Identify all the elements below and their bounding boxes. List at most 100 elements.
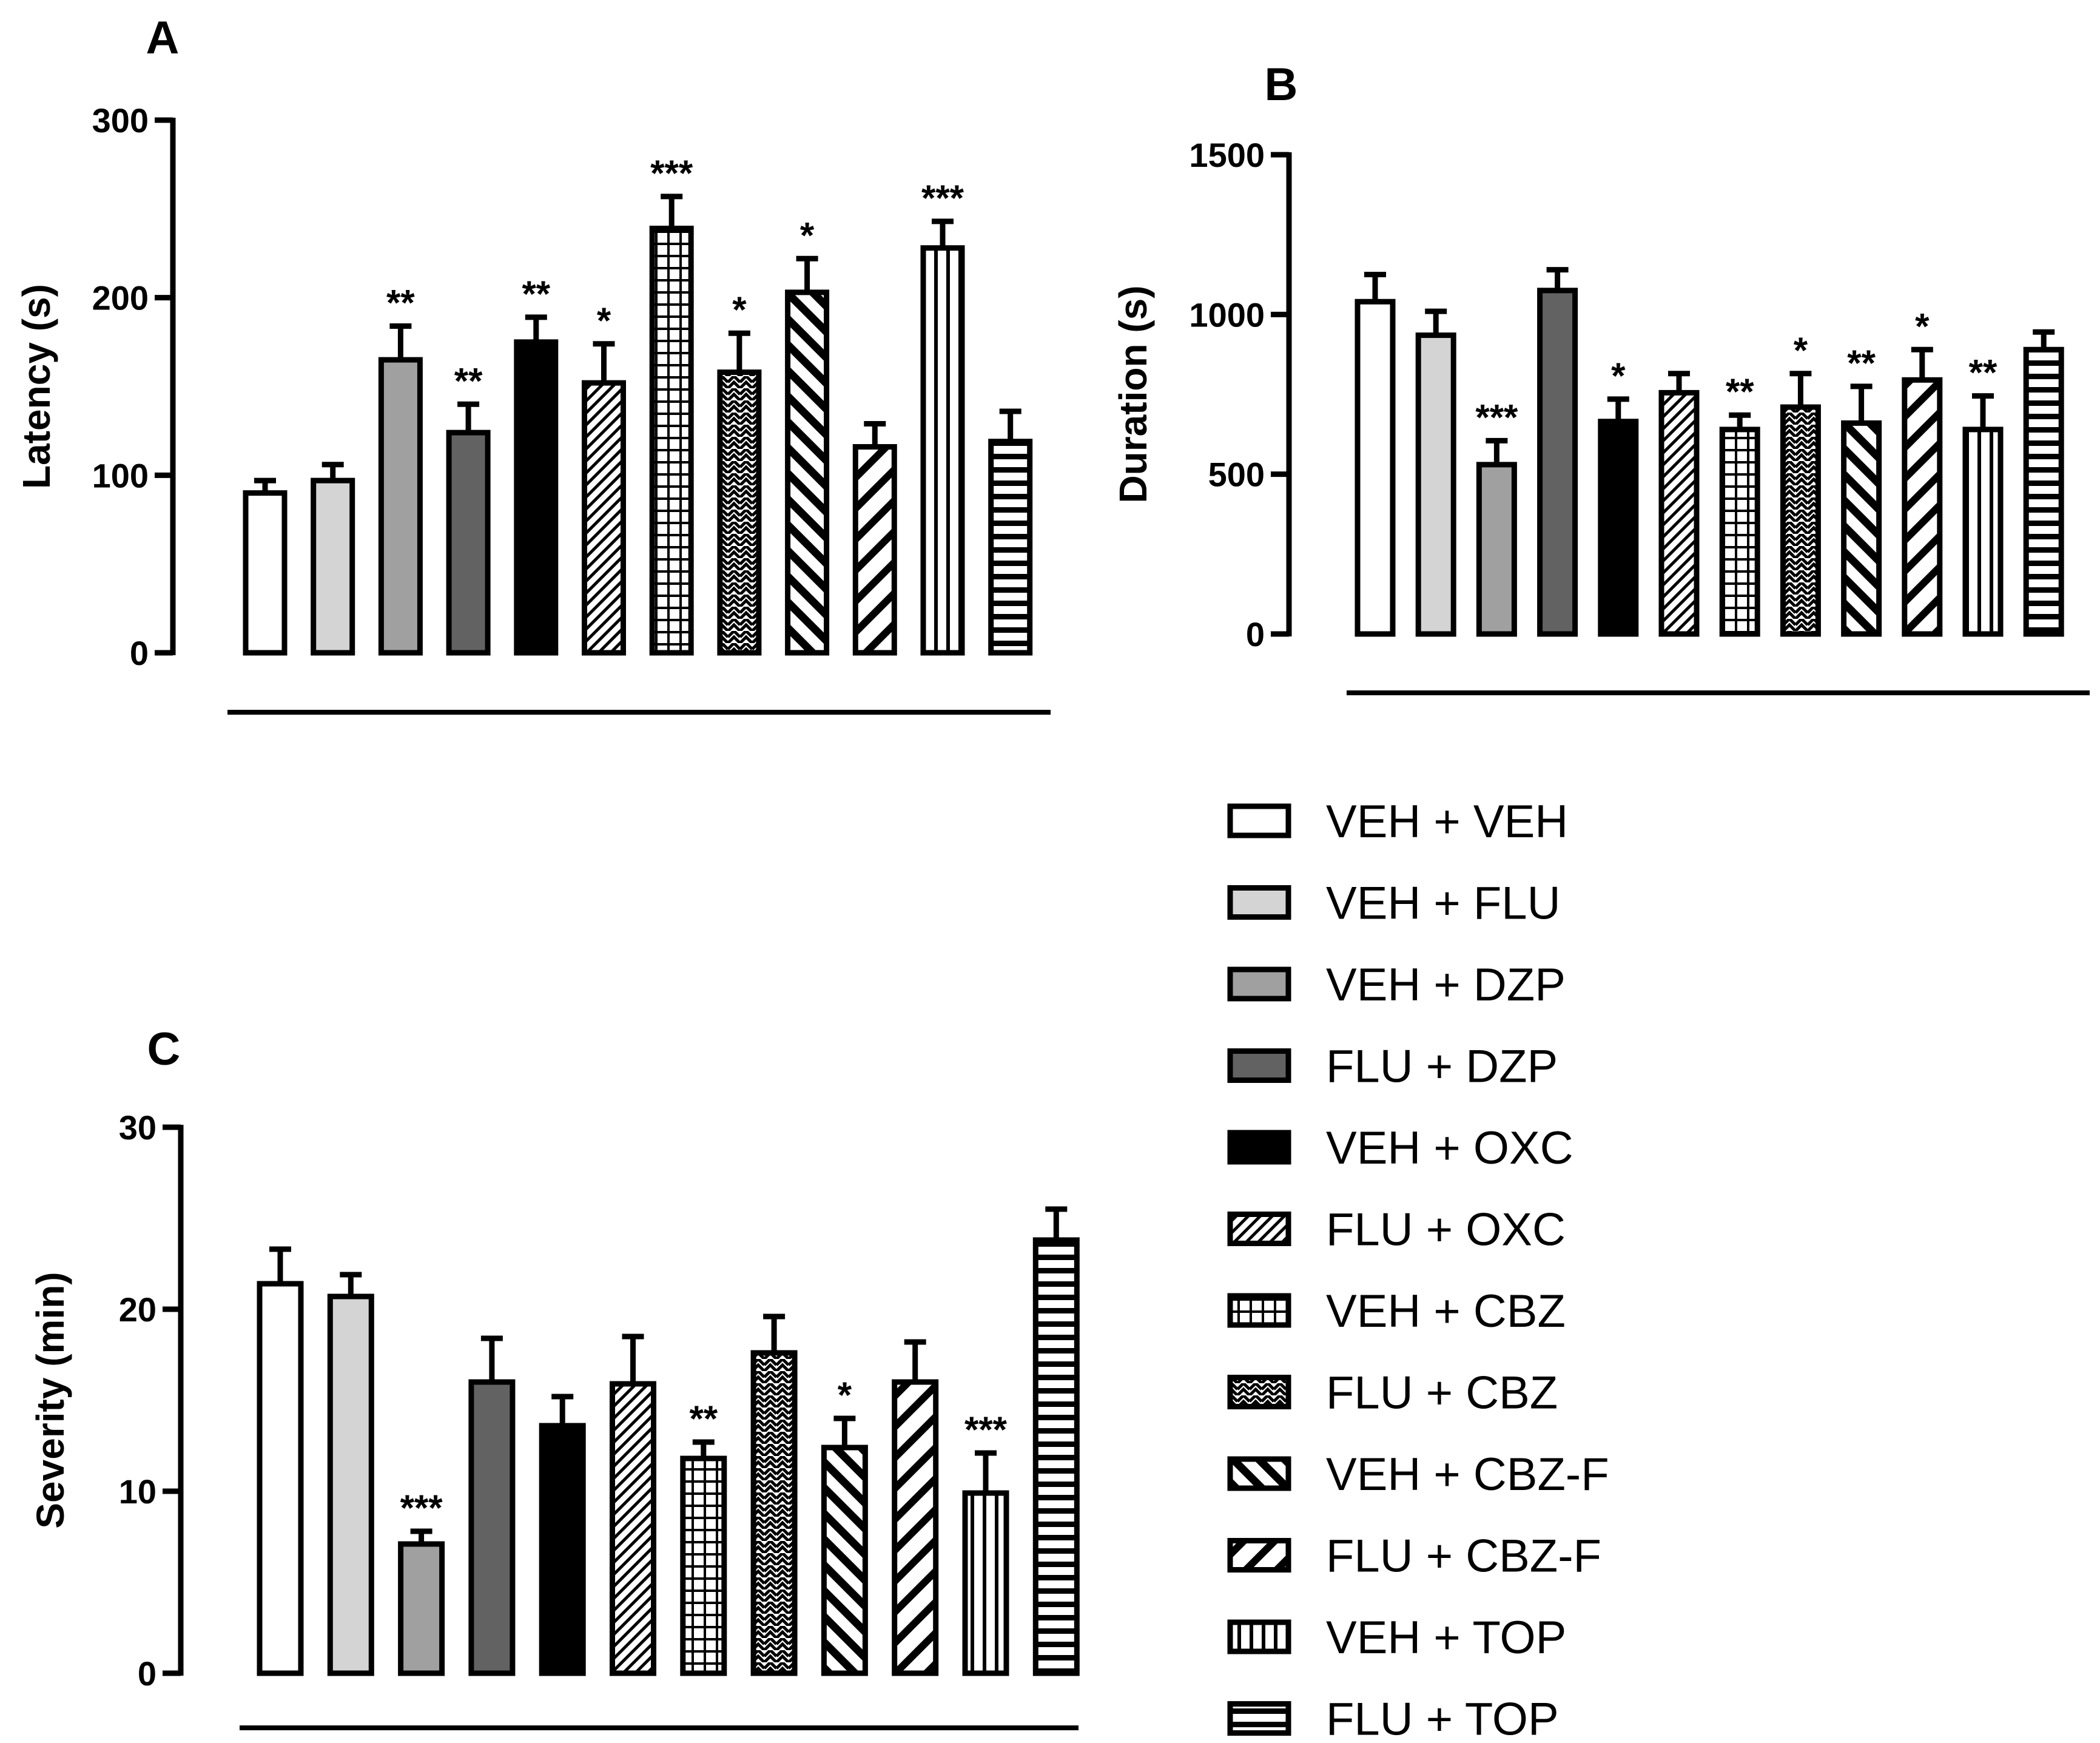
bar <box>2023 346 2064 637</box>
legend-swatch <box>1227 803 1291 838</box>
significance-mark: ** <box>386 282 415 323</box>
bar <box>1719 426 1760 637</box>
y-tick-label: 10 <box>119 1472 156 1511</box>
bar <box>750 1350 798 1676</box>
significance-mark: * <box>597 300 611 341</box>
legend-label: VEH + OXC <box>1326 1122 1573 1174</box>
significance-mark: * <box>1794 330 1808 371</box>
legend-swatch <box>1227 1293 1291 1328</box>
significance-mark: *** <box>650 153 693 194</box>
bar <box>1902 377 1943 637</box>
bar <box>920 245 965 656</box>
significance-mark: ** <box>522 274 550 314</box>
bar <box>892 1379 939 1676</box>
y-tick-label: 20 <box>119 1290 156 1329</box>
bar <box>1415 332 1456 637</box>
bar <box>327 1293 374 1676</box>
bar <box>1598 419 1639 637</box>
y-tick-label: 200 <box>92 279 149 317</box>
legend-label: VEH + CBZ <box>1326 1286 1566 1337</box>
legend-swatch <box>1227 1538 1291 1573</box>
y-axis-title: Duration (s) <box>1111 285 1155 503</box>
legend: VEH + VEH VEH + FLU VEH + DZP FLU + DZP VEH … <box>1227 796 1609 1743</box>
y-tick-label: 0 <box>1246 615 1265 653</box>
legend-label: VEH + CBZ-F <box>1326 1449 1609 1500</box>
bar <box>852 444 897 656</box>
legend-label: VEH + DZP <box>1326 959 1566 1011</box>
y-tick-label: 1000 <box>1189 295 1265 334</box>
y-tick-label: 0 <box>138 1654 156 1693</box>
significance-mark: * <box>800 215 815 255</box>
legend-swatch <box>1227 1619 1291 1654</box>
legend-label: FLU + CBZ <box>1326 1367 1558 1419</box>
bar <box>582 380 626 656</box>
bar <box>514 339 559 656</box>
y-tick-label: 100 <box>92 456 149 494</box>
bar <box>446 430 491 656</box>
bar <box>962 1490 1009 1676</box>
bar <box>717 369 762 656</box>
bar <box>243 490 288 656</box>
legend-label: FLU + OXC <box>1326 1204 1566 1256</box>
bar <box>785 289 830 656</box>
legend-label: VEH + FLU <box>1326 878 1560 929</box>
bar <box>988 439 1033 656</box>
y-axis-title: Severity (min) <box>29 1272 72 1528</box>
legend-swatch <box>1227 1130 1291 1165</box>
significance-mark: *** <box>921 178 964 218</box>
significance-mark: *** <box>964 1409 1008 1450</box>
legend-label: VEH + VEH <box>1326 796 1568 848</box>
legend-label: VEH + TOP <box>1326 1612 1566 1664</box>
bar <box>468 1379 516 1676</box>
bar <box>398 1541 445 1676</box>
panel-letter: B <box>1265 59 1298 110</box>
significance-mark: ** <box>689 1398 718 1439</box>
bar <box>1780 404 1821 637</box>
legend-swatch <box>1227 1212 1291 1246</box>
legend-swatch <box>1227 1375 1291 1409</box>
panel-letter: A <box>146 12 180 64</box>
significance-mark: ** <box>1847 343 1876 383</box>
bar <box>680 1455 727 1676</box>
significance-mark: *** <box>1475 397 1518 437</box>
y-tick-label: 30 <box>119 1108 156 1147</box>
legend-swatch <box>1227 1048 1291 1083</box>
bar <box>1658 389 1700 637</box>
bar <box>1841 420 1882 637</box>
significance-mark: * <box>1611 356 1626 396</box>
bar <box>378 357 423 656</box>
legend-swatch <box>1227 966 1291 1002</box>
bar <box>257 1281 304 1676</box>
legend-label: FLU + CBZ-F <box>1326 1531 1601 1582</box>
bar <box>610 1381 656 1676</box>
significance-mark: ** <box>1969 352 1997 393</box>
bar <box>1476 462 1517 637</box>
y-tick-label: 1500 <box>1189 136 1265 174</box>
significance-mark: ** <box>1726 371 1754 412</box>
bar <box>311 477 355 656</box>
bar <box>1962 426 2004 637</box>
significance-mark: *** <box>400 1488 443 1528</box>
bar <box>821 1445 868 1676</box>
legend-label: FLU + DZP <box>1326 1041 1558 1093</box>
y-axis-title: Latency (s) <box>15 284 58 489</box>
significance-mark: ** <box>454 360 483 401</box>
bar <box>1537 288 1578 637</box>
legend-swatch <box>1227 1456 1291 1491</box>
y-tick-label: 500 <box>1208 456 1265 494</box>
y-tick-label: 300 <box>92 101 149 140</box>
legend-swatch <box>1227 1701 1291 1736</box>
bar <box>649 226 694 656</box>
bar <box>1355 298 1396 637</box>
significance-mark: * <box>1915 306 1930 346</box>
panel-letter: C <box>147 1023 181 1075</box>
legend-label: FLU + TOP <box>1326 1694 1559 1743</box>
legend-swatch <box>1227 885 1291 920</box>
significance-mark: * <box>732 289 747 330</box>
significance-mark: * <box>838 1375 852 1415</box>
bar <box>539 1423 586 1676</box>
